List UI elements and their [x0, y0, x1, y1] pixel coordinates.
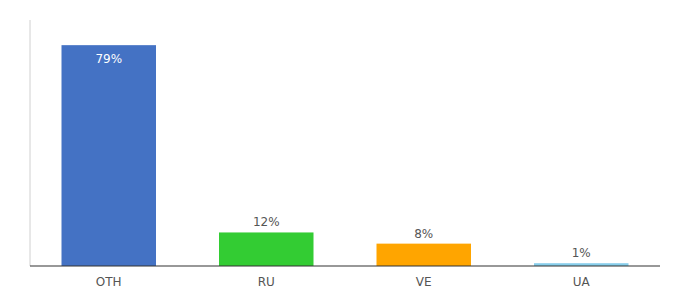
- data-label: 12%: [253, 215, 280, 229]
- x-tick-label: UA: [573, 275, 591, 289]
- chart: 79% 12% 8% 1% OTH RU VE UA: [0, 0, 680, 300]
- data-label: 79%: [95, 52, 122, 66]
- bars: [62, 45, 629, 266]
- x-tick-label: VE: [416, 275, 432, 289]
- data-label: 1%: [572, 246, 591, 260]
- x-tick-label: RU: [258, 275, 275, 289]
- chart-container: 79% 12% 8% 1% OTH RU VE UA: [0, 0, 680, 300]
- bar: [219, 232, 314, 266]
- bar: [62, 45, 157, 266]
- x-tick-label: OTH: [96, 275, 122, 289]
- x-axis-line: [30, 265, 660, 266]
- data-labels: 79% 12% 8% 1%: [95, 52, 590, 260]
- bar: [377, 244, 472, 266]
- data-label: 8%: [414, 227, 433, 241]
- y-axis-line: [30, 20, 31, 266]
